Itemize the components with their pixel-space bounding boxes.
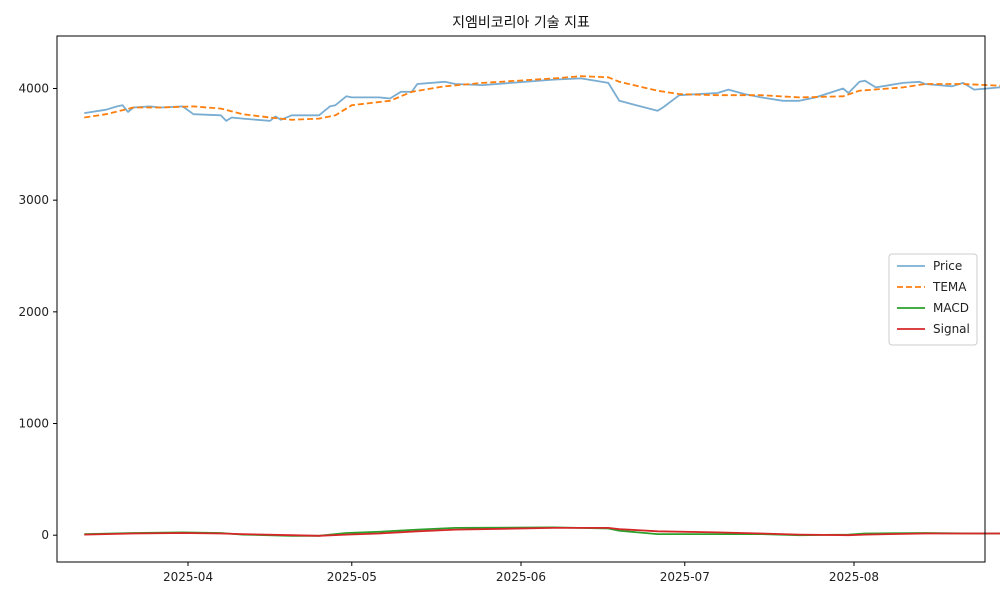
x-tick-label: 2025-04	[163, 570, 213, 584]
x-tick-label: 2025-07	[660, 570, 710, 584]
y-tick-label: 1000	[18, 417, 49, 431]
legend-label-signal: Signal	[933, 322, 970, 336]
y-tick-label: 3000	[18, 193, 49, 207]
y-tick-label: 2000	[18, 305, 49, 319]
series-line-tema	[84, 75, 1000, 121]
x-tick-label: 2025-05	[327, 570, 377, 584]
series-line-price	[84, 77, 1000, 122]
series-line-signal	[84, 527, 1000, 537]
legend-label-price: Price	[933, 259, 962, 273]
axes: 0 1000 2000 3000 4000 2025-04 2025-05 2025-06 20…	[18, 35, 986, 584]
chart-title: 지엠비코리아 기술 지표	[452, 15, 590, 31]
x-tick-label: 2025-06	[496, 570, 546, 584]
legend-label-macd: MACD	[933, 301, 969, 315]
y-tick-label: 0	[41, 528, 49, 542]
legend-label-tema: TEMA	[932, 280, 967, 294]
legend: Price TEMA MACD Signal	[888, 253, 978, 346]
y-tick-label: 4000	[18, 81, 49, 95]
legend-box	[888, 253, 978, 346]
x-tick-label: 2025-08	[829, 570, 879, 584]
plot-area	[84, 75, 1000, 537]
